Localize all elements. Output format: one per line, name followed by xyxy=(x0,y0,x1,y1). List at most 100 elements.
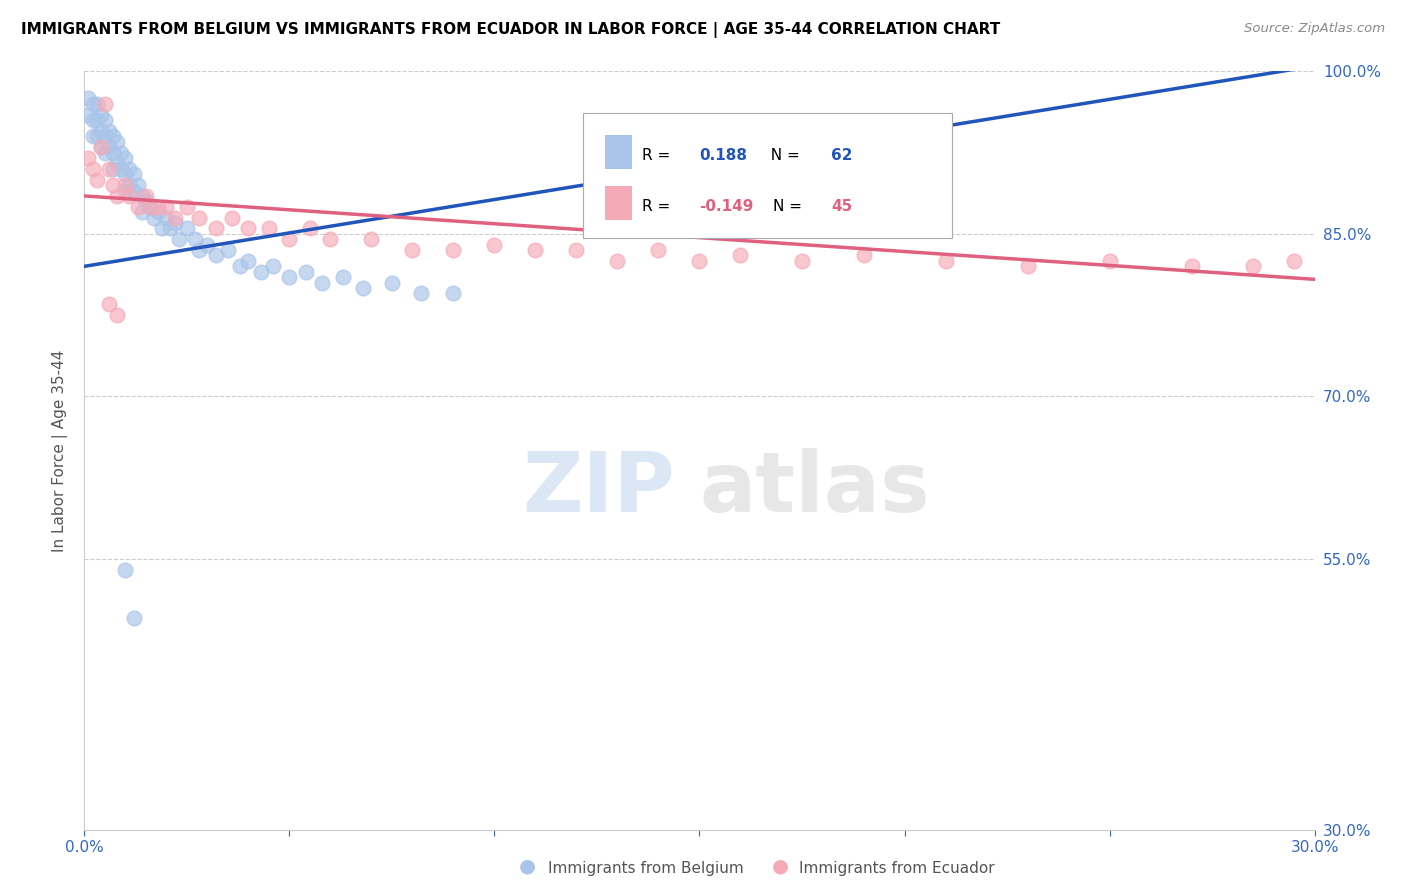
Point xyxy=(101,178,124,192)
Point xyxy=(150,221,173,235)
Point xyxy=(238,253,260,268)
Point xyxy=(852,248,875,262)
Point xyxy=(114,151,136,165)
Point xyxy=(401,243,423,257)
Point xyxy=(176,221,198,235)
Point xyxy=(86,113,108,128)
Point xyxy=(689,253,711,268)
Point xyxy=(127,178,149,192)
Point xyxy=(135,194,157,209)
Point xyxy=(105,308,128,322)
Point xyxy=(257,221,280,235)
Point xyxy=(1181,260,1204,274)
Point xyxy=(98,297,120,311)
Point xyxy=(188,243,211,257)
Point xyxy=(122,167,145,181)
Point xyxy=(94,129,117,144)
Point xyxy=(101,129,124,144)
Point xyxy=(82,161,104,176)
Point xyxy=(94,145,117,160)
Point xyxy=(114,178,136,192)
Point xyxy=(278,270,301,285)
Point xyxy=(94,113,117,128)
Text: 0.188: 0.188 xyxy=(700,148,748,163)
Point xyxy=(114,167,136,181)
Point xyxy=(163,211,186,225)
Point xyxy=(105,156,128,170)
Point xyxy=(148,205,170,219)
Point xyxy=(77,91,100,105)
Point xyxy=(319,232,342,246)
Point xyxy=(298,221,321,235)
Point xyxy=(122,611,145,625)
Point xyxy=(148,200,170,214)
Point xyxy=(86,96,108,111)
Point xyxy=(352,281,374,295)
Point xyxy=(1098,253,1121,268)
Point xyxy=(606,253,628,268)
Point xyxy=(118,178,141,192)
Text: IMMIGRANTS FROM BELGIUM VS IMMIGRANTS FROM ECUADOR IN LABOR FORCE | AGE 35-44 CO: IMMIGRANTS FROM BELGIUM VS IMMIGRANTS FR… xyxy=(21,22,1000,38)
Point xyxy=(217,243,239,257)
Point xyxy=(105,189,128,203)
Text: N =: N = xyxy=(761,148,804,163)
Text: -0.149: -0.149 xyxy=(700,199,754,214)
Point xyxy=(114,184,136,198)
Point xyxy=(249,265,271,279)
Point xyxy=(110,145,132,160)
Point xyxy=(167,232,190,246)
Point xyxy=(295,265,318,279)
Point xyxy=(118,189,141,203)
Point xyxy=(90,124,112,138)
Text: ZIP: ZIP xyxy=(523,448,675,529)
Point xyxy=(163,216,186,230)
Point xyxy=(159,221,181,235)
Point xyxy=(155,211,177,225)
Point xyxy=(139,200,162,214)
Text: N =: N = xyxy=(773,199,807,214)
Point xyxy=(105,135,128,149)
Point xyxy=(77,108,100,122)
Point xyxy=(262,260,284,274)
Point xyxy=(311,276,333,290)
Text: R =: R = xyxy=(641,199,675,214)
Point xyxy=(204,248,226,262)
Point xyxy=(409,286,432,301)
Text: atlas: atlas xyxy=(700,448,931,529)
Bar xyxy=(605,136,631,169)
Bar xyxy=(605,186,631,220)
Point xyxy=(155,200,177,214)
Text: 62: 62 xyxy=(831,148,852,163)
Text: 45: 45 xyxy=(831,199,852,214)
Point xyxy=(101,161,124,176)
Point xyxy=(1241,260,1264,274)
Point xyxy=(360,232,382,246)
Point xyxy=(86,172,108,186)
Point xyxy=(565,243,588,257)
Point xyxy=(176,200,198,214)
Point xyxy=(332,270,354,285)
Point xyxy=(197,237,219,252)
Point xyxy=(229,260,252,274)
Point xyxy=(98,124,120,138)
Point xyxy=(90,140,112,154)
Point xyxy=(647,243,669,257)
Point xyxy=(278,232,301,246)
Point xyxy=(790,253,813,268)
Text: ●: ● xyxy=(772,857,789,876)
Point xyxy=(381,276,404,290)
Point xyxy=(94,96,117,111)
Point xyxy=(484,237,506,252)
Point xyxy=(143,211,166,225)
Point xyxy=(221,211,243,225)
Point xyxy=(135,189,157,203)
Point xyxy=(118,161,141,176)
Point xyxy=(122,184,145,198)
Point xyxy=(139,200,162,214)
Point xyxy=(82,129,104,144)
Point xyxy=(127,200,149,214)
Point xyxy=(238,221,260,235)
Point xyxy=(110,161,132,176)
Point xyxy=(86,129,108,144)
Point xyxy=(82,96,104,111)
